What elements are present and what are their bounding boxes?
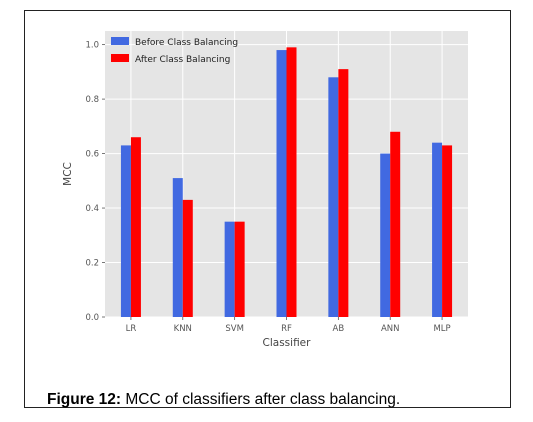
legend: Before Class Balancing After Class Balanc… bbox=[111, 37, 238, 65]
x-axis-title: Classifier bbox=[263, 337, 312, 349]
y-tick-label: 1.0 bbox=[85, 41, 99, 51]
mcc-bar-chart: 0.0 0.2 0.4 0.6 0.8 1.0 LR KNN SVM RF AB ANN MLP Cl… bbox=[62, 31, 468, 349]
y-axis-ticks: 0.0 0.2 0.4 0.6 0.8 1.0 bbox=[85, 41, 105, 323]
bar-svm-before bbox=[224, 221, 235, 317]
bar-ab-before bbox=[328, 77, 339, 317]
x-tick-label: KNN bbox=[174, 324, 192, 334]
bar-ab-after bbox=[338, 69, 349, 317]
x-tick-label: SVM bbox=[225, 324, 244, 334]
x-axis-ticks: LR KNN SVM RF AB ANN MLP bbox=[126, 317, 451, 334]
y-tick-label: 0.6 bbox=[85, 150, 99, 160]
y-tick-label: 0.8 bbox=[85, 95, 99, 105]
legend-label: Before Class Balancing bbox=[135, 38, 238, 48]
figure-caption: Figure 12: MCC of classifiers after clas… bbox=[47, 391, 400, 409]
bar-ann-after bbox=[390, 131, 401, 317]
x-tick-label: AB bbox=[333, 324, 345, 334]
y-tick-label: 0.2 bbox=[85, 259, 99, 269]
x-tick-label: LR bbox=[126, 324, 137, 334]
figure-frame: 0.0 0.2 0.4 0.6 0.8 1.0 LR KNN SVM RF AB ANN MLP Cl… bbox=[24, 10, 511, 408]
x-tick-label: MLP bbox=[433, 324, 450, 334]
bar-rf-before bbox=[276, 50, 287, 318]
bar-lr-before bbox=[120, 145, 131, 317]
y-tick-label: 0.0 bbox=[85, 313, 99, 323]
y-tick-label: 0.4 bbox=[85, 204, 99, 214]
bars bbox=[120, 47, 453, 318]
legend-swatch bbox=[111, 37, 129, 45]
bar-knn-after bbox=[182, 199, 193, 317]
bar-lr-after bbox=[130, 137, 141, 317]
y-axis-title: MCC bbox=[62, 162, 74, 186]
x-tick-label: RF bbox=[281, 324, 292, 334]
bar-rf-after bbox=[286, 47, 297, 317]
x-tick-label: ANN bbox=[381, 324, 400, 334]
bar-svm-after bbox=[234, 221, 245, 317]
bar-mlp-after bbox=[442, 145, 453, 317]
legend-swatch bbox=[111, 54, 129, 62]
legend-label: After Class Balancing bbox=[135, 55, 230, 65]
caption-text: MCC of classifiers after class balancing… bbox=[121, 391, 401, 408]
caption-label: Figure 12: bbox=[47, 391, 122, 408]
bar-knn-before bbox=[172, 178, 183, 317]
bar-ann-before bbox=[380, 153, 391, 317]
bar-mlp-before bbox=[432, 142, 443, 317]
